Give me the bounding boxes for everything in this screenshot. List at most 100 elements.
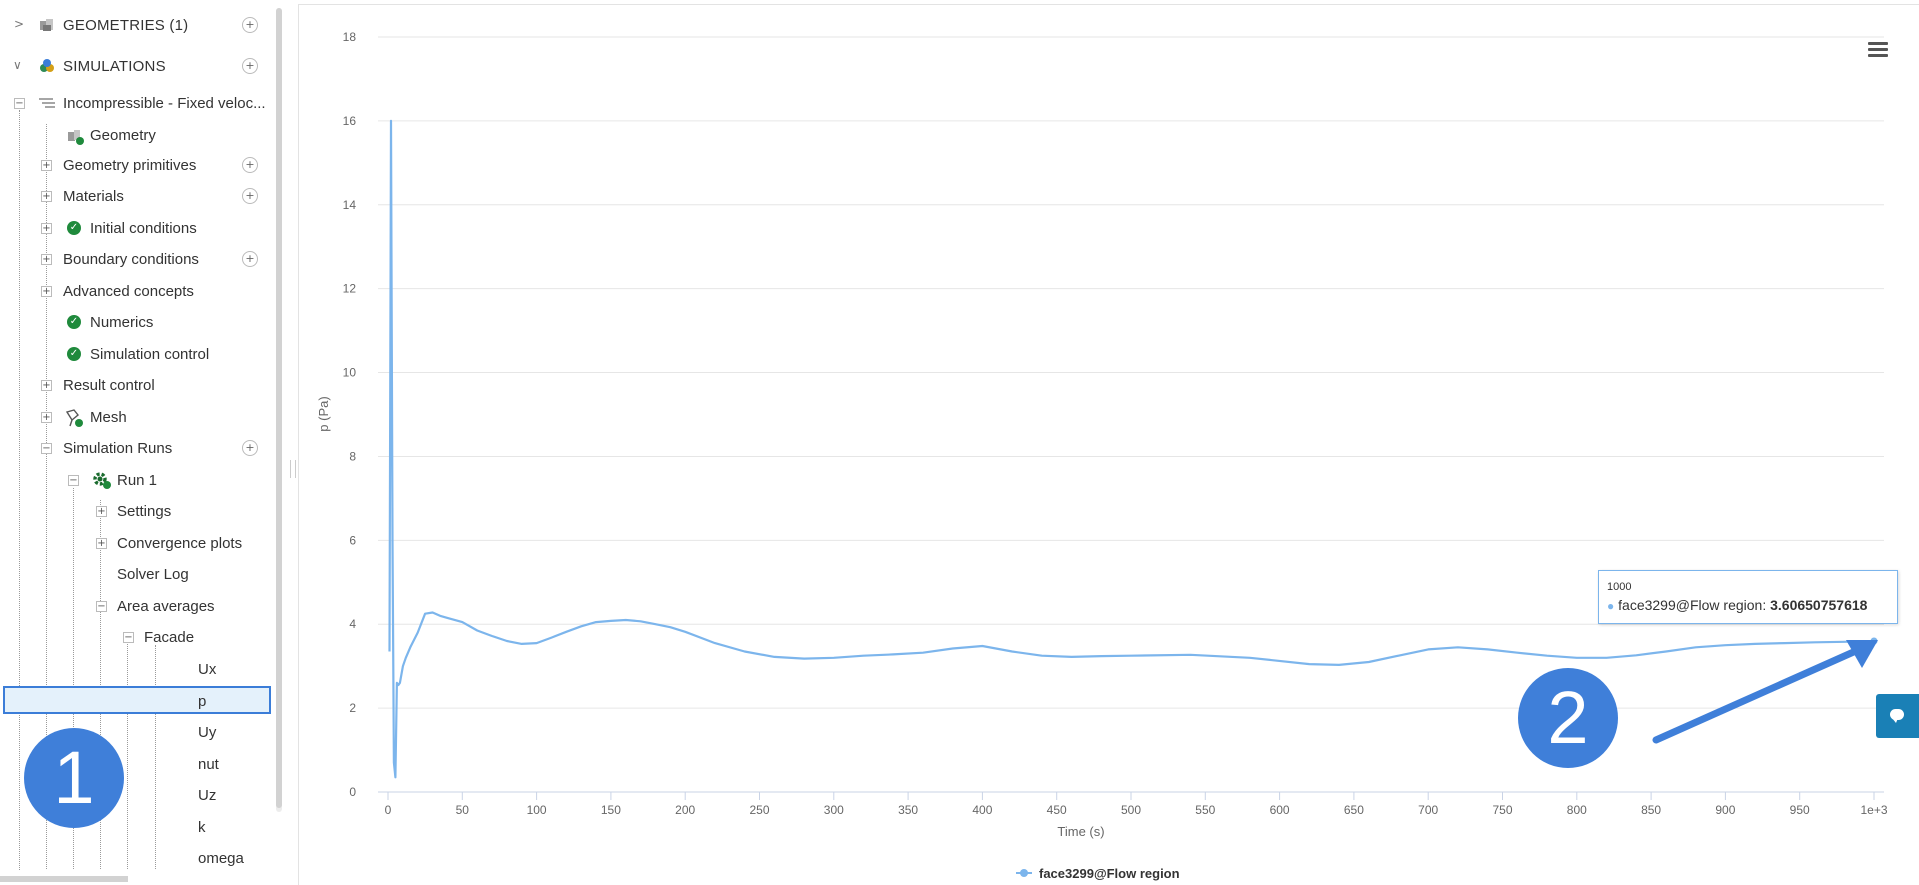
advanced-concepts-label: Advanced concepts [63, 283, 194, 300]
expand-icon[interactable]: + [41, 254, 52, 265]
tree-item-field-selected[interactable]: p [0, 688, 270, 714]
chart-tooltip: 1000 ● face3299@Flow region: 3.606507576… [1598, 570, 1898, 624]
tree-item-result-control[interactable]: + Result control [0, 372, 270, 398]
x-tick-label: 50 [456, 803, 470, 817]
x-tick-label: 450 [1047, 803, 1067, 817]
tree-item-simulation-control[interactable]: ✓ Simulation control [0, 341, 270, 367]
tree-item-field[interactable]: Ux [0, 656, 270, 682]
tree-item-numerics[interactable]: ✓ Numerics [0, 309, 270, 335]
chat-button[interactable] [1876, 694, 1919, 738]
expand-icon[interactable]: + [41, 223, 52, 234]
field-label: Uz [198, 787, 217, 804]
collapse-icon[interactable]: − [68, 475, 79, 486]
x-tick-label: 700 [1418, 803, 1438, 817]
mesh-label: Mesh [90, 409, 127, 426]
collapse-icon[interactable]: − [96, 601, 107, 612]
check-circle-icon: ✓ [67, 221, 81, 235]
tree-item-field[interactable]: Uz [0, 782, 270, 808]
x-tick-label: 200 [675, 803, 695, 817]
collapse-icon[interactable]: − [123, 632, 134, 643]
tree-item-convergence-plots[interactable]: + Convergence plots [0, 530, 270, 556]
x-tick-label: 800 [1567, 803, 1587, 817]
y-tick-label: 14 [343, 198, 357, 212]
geometry-label: Geometry [90, 127, 156, 144]
field-label: nut [198, 756, 219, 773]
tree-item-boundary-conditions[interactable]: + Boundary conditions + [0, 246, 270, 272]
expand-icon[interactable]: + [41, 191, 52, 202]
add-circle-icon[interactable]: + [242, 188, 258, 204]
y-tick-label: 2 [349, 701, 356, 715]
geometries-label: GEOMETRIES (1) [63, 17, 189, 34]
tree-item-field[interactable]: omega [0, 845, 270, 871]
simulations-section[interactable]: ∨ SIMULATIONS + [0, 53, 270, 79]
expand-icon[interactable]: + [41, 160, 52, 171]
result-control-label: Result control [63, 377, 155, 394]
x-tick-label: 300 [824, 803, 844, 817]
add-circle-icon[interactable]: + [242, 251, 258, 267]
tree-item-simulation[interactable]: − Incompressible - Fixed veloc... [0, 90, 270, 116]
y-tick-label: 10 [343, 366, 357, 380]
x-tick-label: 600 [1270, 803, 1290, 817]
chevron-down-icon[interactable]: ∨ [13, 58, 22, 72]
field-label: k [198, 819, 206, 836]
y-tick-label: 4 [349, 617, 356, 631]
materials-label: Materials [63, 188, 124, 205]
tree-item-area-averages[interactable]: − Area averages [0, 593, 270, 619]
tooltip-x-value: 1000 [1607, 581, 1632, 593]
add-circle-icon[interactable]: + [242, 157, 258, 173]
add-circle-icon[interactable]: + [242, 58, 258, 74]
expand-icon[interactable]: + [96, 506, 107, 517]
geometry-cube-icon [68, 130, 84, 145]
field-label: Ux [198, 661, 217, 678]
check-circle-icon: ✓ [67, 315, 81, 329]
chart-panel [298, 4, 1919, 885]
tree-guide-line [46, 124, 47, 869]
field-label: Uy [198, 724, 217, 741]
y-tick-label: 8 [349, 449, 356, 463]
gear-icon [93, 472, 111, 489]
collapse-icon[interactable]: − [14, 98, 25, 109]
x-tick-label: 400 [972, 803, 992, 817]
facade-label: Facade [144, 629, 195, 646]
tree-item-field[interactable]: k [0, 814, 270, 840]
convergence-plots-label: Convergence plots [117, 535, 243, 552]
tree-item-run-1[interactable]: − Run 1 [0, 467, 270, 493]
panel-resize-handle[interactable] [290, 460, 296, 478]
simulation-runs-label: Simulation Runs [63, 440, 173, 457]
menu-icon[interactable] [1868, 42, 1888, 60]
chevron-right-icon[interactable]: > [14, 17, 25, 31]
tree-item-geometry-primitives[interactable]: + Geometry primitives + [0, 152, 270, 178]
collapse-icon[interactable]: − [41, 443, 52, 454]
add-circle-icon[interactable]: + [242, 440, 258, 456]
tree-item-advanced-concepts[interactable]: + Advanced concepts [0, 278, 270, 304]
tree-item-settings[interactable]: + Settings [0, 498, 270, 524]
add-circle-icon[interactable]: + [242, 17, 258, 33]
expand-icon[interactable]: + [41, 412, 52, 423]
run-1-label: Run 1 [117, 472, 158, 489]
tree-item-field[interactable]: nut [0, 751, 270, 777]
expand-icon[interactable]: + [96, 538, 107, 549]
x-tick-label: 1e+3 [1860, 803, 1887, 817]
geometries-section[interactable]: > GEOMETRIES (1) + [0, 12, 270, 38]
solver-log-label: Solver Log [117, 566, 189, 583]
sidebar-scrollbar-thumb[interactable] [276, 8, 282, 808]
x-axis-title: Time (s) [1057, 824, 1104, 839]
tree-item-initial-conditions[interactable]: + ✓ Initial conditions [0, 215, 270, 241]
tree-item-geometry[interactable]: Geometry [0, 122, 270, 148]
geometry-cube-icon [40, 19, 53, 31]
tree-item-mesh[interactable]: + Mesh [0, 404, 270, 430]
x-tick-label: 900 [1715, 803, 1735, 817]
expand-icon[interactable]: + [41, 286, 52, 297]
sidebar-horizontal-scrollbar[interactable] [0, 876, 128, 882]
tree-item-solver-log[interactable]: Solver Log [0, 561, 270, 587]
tree-item-field[interactable]: Uy [0, 719, 270, 745]
annotation-marker-1: 1 [24, 728, 124, 828]
tree-item-materials[interactable]: + Materials + [0, 183, 270, 209]
field-label: p [198, 693, 207, 710]
tree-item-facade[interactable]: − Facade [0, 624, 270, 650]
expand-icon[interactable]: + [41, 380, 52, 391]
tree-item-simulation-runs[interactable]: − Simulation Runs + [0, 435, 270, 461]
y-tick-label: 12 [343, 282, 357, 296]
x-tick-label: 950 [1790, 803, 1810, 817]
